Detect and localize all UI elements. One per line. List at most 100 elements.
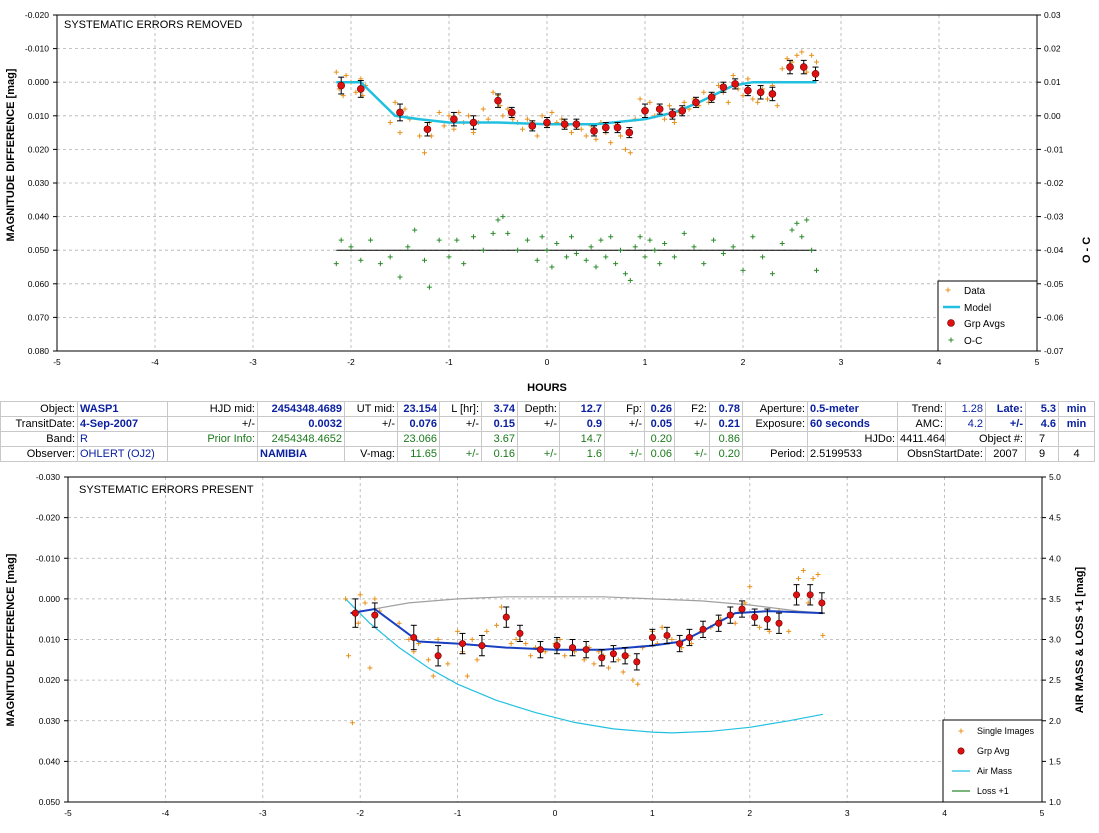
y-tick-label: 0.030	[28, 178, 50, 188]
y2-tick-label: 0.03	[1044, 10, 1061, 20]
ut-mid-value: 23.154	[397, 401, 440, 417]
late-err-unit: min	[1058, 416, 1095, 432]
data-point	[466, 113, 472, 119]
grp-avg-point	[494, 93, 502, 108]
data-point	[794, 52, 800, 58]
v3-value: 0.06	[644, 446, 675, 462]
chart2-x-tick-labels: -5 -4 -3 -2 -1 0 1 2 3 4 5	[64, 808, 1044, 818]
data-point	[814, 59, 819, 65]
y-tick-label: 0.040	[39, 756, 61, 766]
data-point	[681, 99, 687, 105]
oc-point	[569, 234, 574, 240]
single-image-point	[474, 657, 480, 663]
grp-avg-point	[621, 647, 629, 665]
depth-err-value: 0.9	[559, 416, 605, 432]
data-point	[397, 130, 403, 136]
oc-point	[422, 257, 427, 263]
single-image-point	[591, 661, 597, 667]
single-image-point	[411, 649, 417, 655]
x-tick-label: 4	[942, 808, 947, 818]
oc-point	[618, 247, 623, 253]
grp-avg-point	[751, 608, 759, 626]
site-value: NAMIBIA	[257, 446, 345, 462]
oc-point	[348, 244, 354, 250]
chart2-y-tick-labels: -0.030 -0.020 -0.010 0.000 0.010 0.020 0.030 0.…	[36, 472, 68, 807]
y2-tick-label: 0.00	[1044, 111, 1061, 121]
ut-err-label: +/-	[344, 416, 398, 432]
single-image-point	[498, 604, 504, 610]
chart1-legend-symbols	[943, 287, 960, 343]
amc-value: 4.2	[945, 416, 986, 432]
y2-tick-label: -0.05	[1044, 279, 1064, 289]
single-image-point	[349, 720, 355, 726]
single-image-point	[698, 628, 704, 634]
v4-value: 0.20	[709, 446, 743, 462]
single-image-point	[820, 632, 826, 638]
observer-value: OHLERT (OJ2)	[77, 446, 168, 462]
l-hr-label: L [hr]:	[439, 401, 482, 417]
grp-avg-point	[543, 116, 551, 129]
transit-date-label: TransitDate:	[0, 416, 78, 432]
chart1-legend-oc: O-C	[964, 336, 982, 347]
grp-avg-point	[699, 620, 707, 638]
aperture-label: Aperture:	[742, 401, 808, 417]
data-point	[422, 150, 427, 156]
data-point	[765, 96, 770, 102]
grp-avg-point	[799, 59, 808, 75]
x-tick-label: 4	[937, 357, 942, 367]
prior-ut-value: 23.066	[397, 431, 440, 447]
f2-err-value: 0.21	[709, 416, 743, 432]
x-tick-label: -5	[64, 808, 72, 818]
grp-avg-point	[719, 81, 728, 93]
y-tick-label: 0.040	[28, 212, 50, 222]
grp-avg-point	[715, 614, 723, 632]
empty-cell	[1058, 431, 1095, 447]
oc-point	[446, 254, 452, 260]
grp-avg-point	[423, 122, 432, 137]
single-image-point	[581, 657, 587, 663]
oc-point	[573, 251, 579, 257]
single-image-point	[766, 628, 772, 634]
single-image-point	[343, 596, 349, 602]
grp-avg-point	[337, 76, 346, 95]
oc-point	[588, 244, 594, 250]
data-point	[441, 123, 447, 129]
v3-err-label: +/-	[604, 446, 645, 462]
grp-avg-point	[633, 653, 641, 671]
exposure-label: Exposure:	[742, 416, 808, 432]
grp-avg-point	[738, 600, 746, 618]
info-row-3: Band: R Prior Info: 2454348.4652 23.066 …	[0, 431, 1095, 447]
empty-cell	[517, 431, 560, 447]
oc-point	[593, 264, 599, 270]
y-tick-label: 0.020	[28, 144, 50, 154]
grp-avg-point	[668, 108, 677, 120]
grp-avg-point	[731, 78, 739, 90]
oc-point	[622, 271, 628, 277]
chart2-grid	[68, 477, 1042, 802]
data-point	[569, 130, 574, 136]
single-image-point	[635, 681, 641, 687]
y2-tick-label: 1.5	[1049, 756, 1061, 766]
grp-avg-point	[469, 115, 478, 130]
grp-avg-point	[625, 127, 634, 139]
grp-avg-point	[676, 634, 684, 653]
chart2-plot-frame	[67, 476, 1043, 803]
y2-tick-label: -0.06	[1044, 312, 1064, 322]
empty-cell	[674, 431, 710, 447]
oc-point	[799, 234, 805, 240]
grp-avg-point	[371, 602, 379, 628]
oc-point	[809, 247, 815, 253]
single-image-point	[430, 673, 436, 679]
v2-err-label: +/-	[517, 446, 560, 462]
grp-avg-point	[450, 111, 458, 127]
data-point	[402, 106, 408, 112]
y-tick-label: 0.080	[28, 346, 50, 356]
depth-err-label: +/-	[517, 416, 560, 432]
grp-avg-point	[648, 628, 656, 647]
data-point	[456, 109, 462, 115]
data-point	[451, 126, 457, 132]
grp-avg-point	[613, 122, 622, 134]
object-number-label: Object #:	[945, 431, 1026, 447]
empty-cell	[439, 431, 482, 447]
data-point	[608, 140, 614, 146]
